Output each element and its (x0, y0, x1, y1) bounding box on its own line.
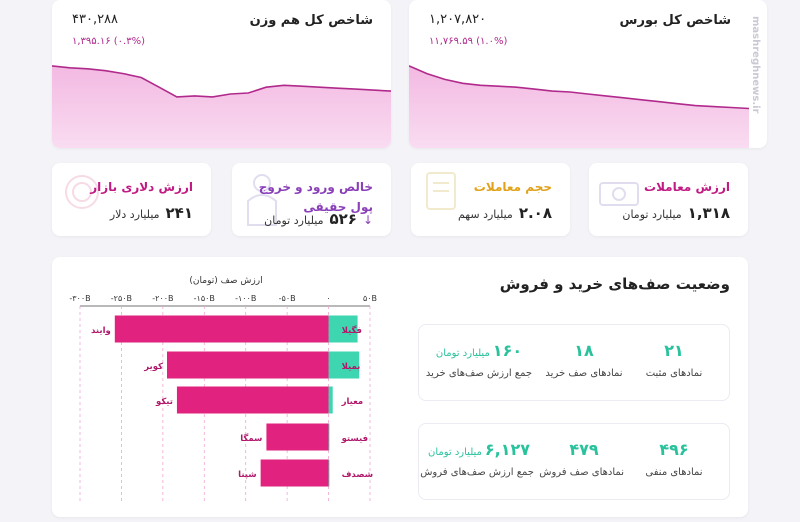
real-money-flow-row: ↓ ۵۲۶ میلیارد تومان (264, 210, 373, 228)
dollar-value-unit: میلیارد دلار (109, 208, 160, 221)
trade-value-unit: میلیارد تومان (622, 208, 682, 221)
money-stack-icon (599, 182, 639, 206)
sell-queue-sum-value: ۶,۱۲۷ (484, 440, 531, 459)
x-tick-label-6: ۰ (326, 294, 330, 303)
watermark: mashreghnews.ir (750, 16, 761, 114)
equal-weight-index-card: شاخص کل هم وزن ۴۳۰,۲۸۸ ۱,۳۹۵.۱۶ (۰.۳%) (52, 0, 391, 148)
buy-category-label-3: فیستو (341, 434, 368, 444)
dollar-value-title: ارزش دلاری بازار (90, 180, 193, 194)
bourse-index-area (409, 65, 749, 148)
buy-bar-3 (328, 423, 330, 451)
negative-label: نمادهای منفی (645, 467, 703, 478)
buy-queue-sum-value: ۱۶۰ (492, 341, 523, 360)
buy-queue-box: ۲۱ نمادهای مثبت ۱۸ نمادهای صف خرید ۱۶۰می… (418, 324, 730, 401)
bourse-index-change: ۱۱,۷۶۹.۵۹ (۱.۰%) (429, 36, 508, 47)
trade-volume-number: ۲.۰۸ (518, 204, 552, 222)
x-tick-label-4: -۱۰۰B (235, 294, 256, 303)
trade-value-title: ارزش معاملات (644, 180, 730, 194)
bourse-index-line (409, 65, 749, 110)
sell-queue-sum: ۶,۱۲۷میلیارد تومان جمع ارزش صف‌های فروش (420, 440, 534, 478)
trade-volume-card: حجم معاملات ۲.۰۸ میلیارد سهم (411, 163, 570, 236)
real-money-flow-card: خالص ورود و خروج پول حقیقی ↓ ۵۲۶ میلیارد… (232, 163, 391, 236)
buy-bar-4 (328, 459, 330, 487)
queue-status-card: وضعیت صف‌های خرید و فروش ارزش صف (تومان)… (52, 257, 748, 517)
buy-category-label-2: معیار (341, 397, 364, 407)
buy-bar-1 (328, 351, 360, 379)
equal-weight-index-line (52, 65, 391, 98)
trade-volume-row: ۲.۰۸ میلیارد سهم (458, 204, 552, 222)
sell-bar-4 (260, 459, 329, 487)
dollar-value-card: ارزش دلاری بازار ۲۴۱ میلیارد دلار (52, 163, 211, 236)
negative-count: ۴۹۶ (659, 440, 689, 459)
x-tick-label-2: -۲۰۰B (152, 294, 173, 303)
buy-queue-sum-unit: میلیارد تومان (435, 348, 490, 359)
x-tick-label-7: ۵۰B (363, 294, 377, 303)
equal-weight-index-value: ۴۳۰,۲۸۸ (72, 12, 119, 27)
positive-count: ۲۱ (664, 341, 684, 360)
buy-category-label-4: شصدف (342, 470, 374, 480)
equal-weight-index-change: ۱,۳۹۵.۱۶ (۰.۳%) (72, 36, 145, 47)
positive-label: نمادهای مثبت (645, 368, 703, 379)
dollar-value-number: ۲۴۱ (165, 204, 193, 222)
trade-value-card: ارزش معاملات ۱,۳۱۸ میلیارد تومان (589, 163, 748, 236)
coin-icon (65, 175, 99, 209)
dollar-value-row: ۲۴۱ میلیارد دلار (110, 204, 193, 222)
sell-bar-1 (167, 351, 329, 379)
buy-bar-0 (328, 315, 358, 343)
trade-volume-unit: میلیارد سهم (457, 208, 513, 221)
buy-queue-sum-label: جمع ارزش صف‌های خرید (425, 368, 533, 379)
chart-labels: -۳۰۰B -۲۵۰B -۲۰۰B -۱۵۰B -۱۰۰B -۵۰B ۰ ۵۰B فگیلا وا… (69, 294, 377, 480)
sell-queue-box: ۴۹۶ نمادهای منفی ۴۷۹ نمادهای صف فروش ۶,۱… (418, 423, 730, 500)
buy-queue-count: ۱۸ (574, 341, 594, 360)
sell-bar-2 (176, 386, 329, 414)
equal-weight-index-area (52, 65, 391, 148)
x-tick-label-0: -۳۰۰B (69, 294, 90, 303)
real-money-flow-title: خالص ورود و خروج پول حقیقی (258, 180, 373, 214)
sell-category-label-3: سمگا (240, 433, 262, 444)
x-tick-label-3: -۱۵۰B (194, 294, 215, 303)
positive-symbols: ۲۱ نمادهای مثبت (639, 341, 709, 379)
equal-weight-index-title: شاخص کل هم وزن (249, 13, 373, 28)
sell-bar-3 (266, 423, 329, 451)
chart-bars (114, 315, 360, 487)
bourse-index-title: شاخص کل بورس (619, 13, 731, 28)
document-icon (426, 172, 456, 210)
down-arrow-icon: ↓ (362, 213, 373, 227)
equal-weight-index-chart (52, 65, 391, 148)
sell-category-label-2: تیکو (155, 397, 173, 407)
trade-value-row: ۱,۳۱۸ میلیارد تومان (622, 204, 730, 222)
sell-queue-sum-unit: میلیارد تومان (427, 447, 482, 458)
sell-category-label-1: کویر (143, 362, 163, 372)
queue-status-title: وضعیت صف‌های خرید و فروش (499, 275, 730, 293)
buy-queue-sum: ۱۶۰میلیارد تومان جمع ارزش صف‌های خرید (424, 341, 534, 379)
bourse-index-chart (409, 65, 749, 148)
bourse-index-card: شاخص کل بورس ۱,۲۰۷,۸۲۰ ۱۱,۷۶۹.۵۹ (۱.۰%) … (409, 0, 767, 148)
sell-category-label-4: شپنا (238, 470, 257, 480)
sell-category-label-0: وایند (91, 326, 111, 336)
money-bag-icon (247, 174, 277, 226)
bourse-index-value: ۱,۲۰۷,۸۲۰ (429, 12, 487, 27)
buy-category-label-1: بمیلا (342, 362, 361, 372)
buy-category-label-0: فگیلا (342, 325, 362, 336)
trade-value-number: ۱,۳۱۸ (687, 204, 730, 222)
buy-bar-2 (328, 386, 333, 414)
sell-queue-symbols: ۴۷۹ نمادهای صف فروش (539, 440, 624, 478)
trade-volume-title: حجم معاملات (473, 180, 552, 194)
queue-value-chart: ارزش صف (تومان) -۳۰۰B -۲۵۰B -۲۰۰B -۱۵۰B -۱۰۰… (69, 276, 377, 501)
x-tick-label-5: -۵۰B (279, 294, 296, 303)
real-money-flow-unit: میلیارد تومان (264, 214, 324, 227)
sell-queue-count: ۴۷۹ (569, 440, 599, 459)
sell-queue-label: نمادهای صف فروش (539, 467, 624, 478)
negative-symbols: ۴۹۶ نمادهای منفی (639, 440, 709, 478)
x-tick-label-1: -۲۵۰B (111, 294, 132, 303)
real-money-flow-number: ۵۲۶ (329, 210, 357, 228)
buy-queue-symbols: ۱۸ نمادهای صف خرید (544, 341, 624, 379)
chart-title: ارزش صف (تومان) (189, 276, 262, 286)
sell-bar-0 (114, 315, 329, 343)
buy-queue-label: نمادهای صف خرید (545, 368, 623, 379)
sell-queue-sum-label: جمع ارزش صف‌های فروش (420, 467, 534, 478)
